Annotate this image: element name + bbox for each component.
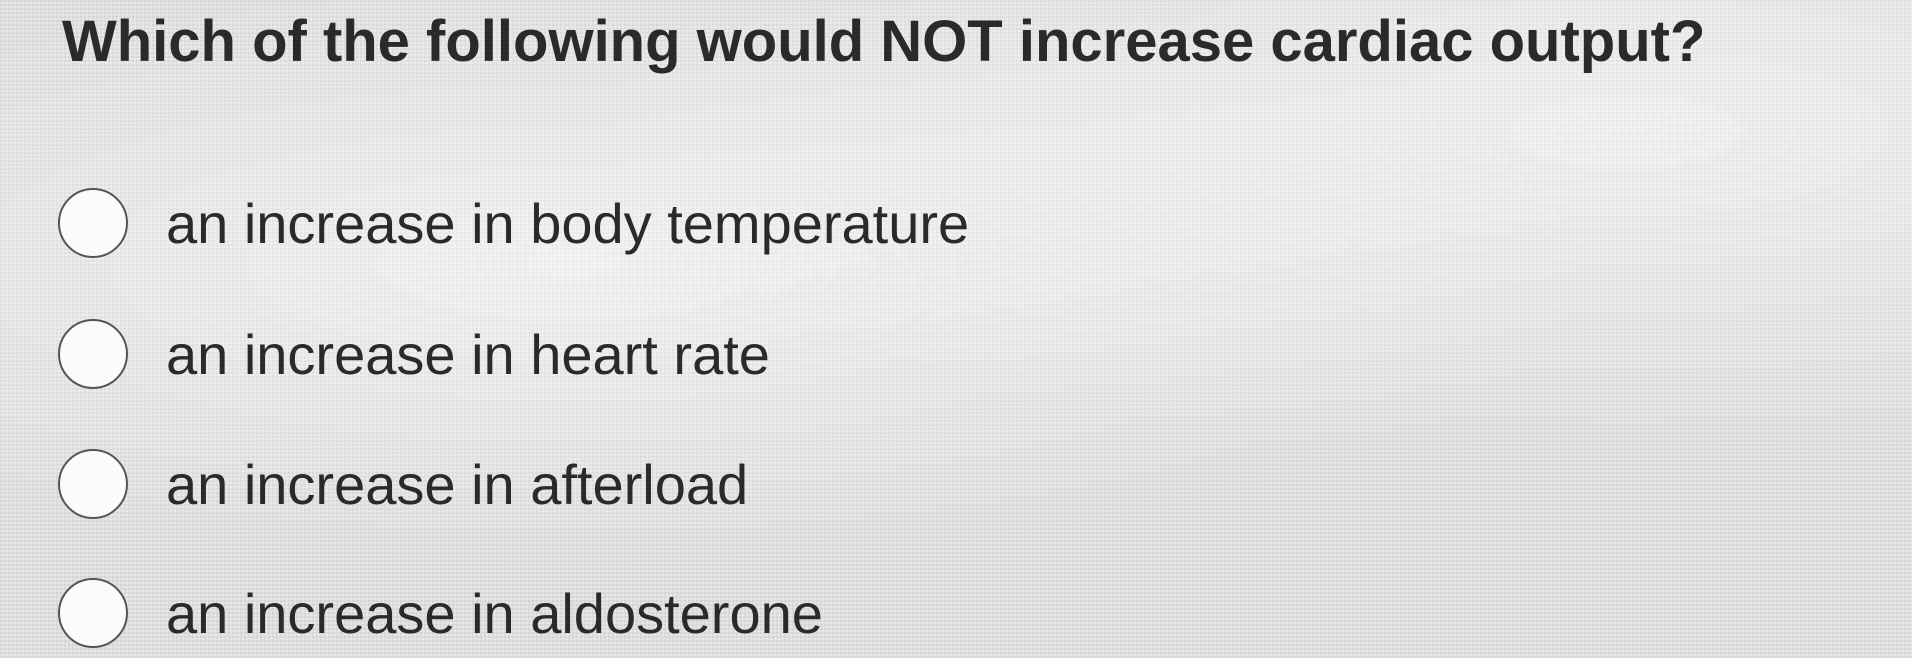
question: Which of the following would NOT increas… xyxy=(62,9,1706,74)
option-label[interactable]: an increase in aldosterone xyxy=(166,581,823,645)
option-label[interactable]: an increase in afterload xyxy=(166,452,749,516)
option-label[interactable]: an increase in heart rate xyxy=(166,322,770,386)
option-label[interactable]: an increase in body temperature xyxy=(166,191,970,255)
radio-button[interactable] xyxy=(58,449,128,519)
option[interactable]: an increase in heart rate xyxy=(58,314,770,394)
option[interactable]: an increase in aldosterone xyxy=(58,573,823,653)
radio-button[interactable] xyxy=(58,188,128,258)
radio-button[interactable] xyxy=(58,319,128,389)
option[interactable]: an increase in afterload xyxy=(58,444,748,524)
option[interactable]: an increase in body temperature xyxy=(58,183,969,263)
radio-button[interactable] xyxy=(58,578,128,648)
